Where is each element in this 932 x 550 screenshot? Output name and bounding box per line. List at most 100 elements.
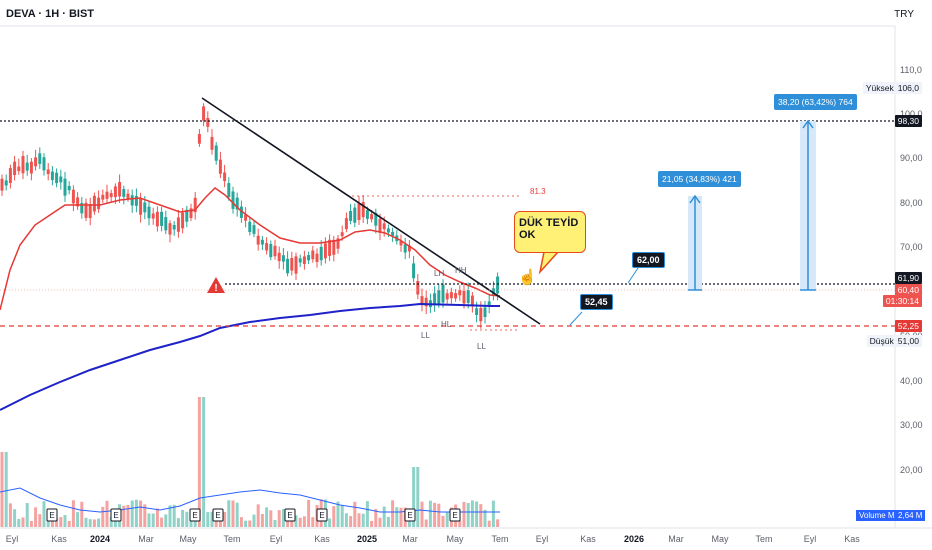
- high-price-label: Yüksek 106,0: [862, 82, 922, 94]
- earnings-marker[interactable]: [284, 508, 296, 522]
- target-52-callout[interactable]: 52,45: [580, 294, 613, 310]
- volume-series: [0, 397, 500, 527]
- symbol-title[interactable]: DEVA · 1H · BIST: [6, 8, 95, 20]
- candle-body: [21, 155, 25, 174]
- y-tick-label: 90,00: [900, 153, 923, 163]
- candle-body: [67, 185, 71, 191]
- currency-label[interactable]: TRY: [894, 9, 914, 20]
- candle-body: [311, 250, 315, 260]
- range-label-1[interactable]: 21,05 (34,83%) 421: [658, 171, 741, 187]
- x-tick-label: Kas: [844, 534, 860, 544]
- volume-bar: [202, 397, 206, 527]
- volume-bar: [374, 509, 378, 527]
- chart-header: DEVA · 1H · BIST TRY: [0, 0, 932, 26]
- candle-body: [386, 228, 390, 233]
- candle-body: [126, 193, 130, 199]
- volume-bar: [311, 517, 315, 527]
- volume-ma-label[interactable]: Volume MA: [856, 510, 903, 521]
- ema-red-line: [0, 187, 501, 311]
- x-tick-label: Eyl: [536, 534, 549, 544]
- x-tick-label: Tem: [491, 534, 508, 544]
- note-box[interactable]: DÜK TEYİD OK: [514, 211, 586, 253]
- candle-body: [92, 195, 96, 212]
- earnings-marker[interactable]: [46, 508, 58, 522]
- earnings-marker[interactable]: [449, 508, 461, 522]
- volume-bar: [185, 511, 189, 527]
- low-price-label: Düşük 51,00: [866, 335, 922, 347]
- volume-bar: [21, 517, 25, 527]
- volume-bar: [412, 467, 416, 527]
- earnings-marker[interactable]: [404, 508, 416, 522]
- candle-body: [344, 218, 348, 230]
- volume-bar: [332, 506, 336, 527]
- volume-bar: [210, 511, 214, 527]
- volume-bar: [353, 501, 357, 527]
- x-tick-label: Eyl: [270, 534, 283, 544]
- volume-bar: [428, 500, 432, 527]
- earnings-marker-label: E: [49, 511, 54, 520]
- volume-bar: [470, 500, 474, 527]
- price-tag-98[interactable]: 98,30: [894, 115, 922, 127]
- target-62-callout[interactable]: 62,00: [632, 252, 665, 268]
- x-tick-label: Mar: [402, 534, 418, 544]
- candle-body: [130, 195, 134, 206]
- earnings-marker[interactable]: [189, 508, 201, 522]
- volume-bar: [0, 452, 4, 527]
- volume-bar: [218, 517, 222, 527]
- candle-body: [416, 281, 420, 295]
- candle-body: [454, 293, 458, 299]
- downtrend-line[interactable]: [201, 97, 541, 325]
- price-tag-61[interactable]: 61,90: [894, 272, 922, 284]
- volume-bar: [84, 517, 88, 527]
- volume-bar: [386, 516, 390, 527]
- candle-body: [412, 263, 416, 279]
- candle-body: [17, 166, 21, 172]
- earnings-marker[interactable]: [110, 508, 122, 522]
- volume-bar: [294, 515, 298, 527]
- range-label-2[interactable]: 38,20 (63,42%) 764: [774, 94, 857, 110]
- volume-bar: [416, 467, 420, 527]
- candle-body: [231, 191, 235, 209]
- candle-body: [139, 198, 143, 215]
- volume-bar: [336, 501, 340, 527]
- volume-bar: [130, 500, 134, 527]
- candle-body: [214, 145, 218, 161]
- warning-icon[interactable]: [207, 277, 225, 293]
- volume-bar: [227, 500, 231, 527]
- candle-body: [223, 172, 227, 182]
- candle-body: [294, 256, 298, 274]
- volume-bar: [496, 519, 500, 527]
- candle-body: [88, 204, 92, 218]
- x-tick-label: Kas: [314, 534, 330, 544]
- earnings-marker[interactable]: [316, 508, 328, 522]
- candle-body: [50, 171, 54, 181]
- label-ll-1: LL: [421, 331, 430, 340]
- x-tick-label: May: [446, 534, 464, 544]
- y-tick-label: 20,00: [900, 465, 923, 475]
- y-tick-label: 30,00: [900, 420, 923, 430]
- earnings-marker-label: E: [287, 511, 292, 520]
- price-tag-52[interactable]: 52,25: [894, 320, 922, 332]
- volume-bar: [248, 520, 252, 527]
- candle-body: [462, 291, 466, 304]
- volume-bar: [441, 515, 445, 527]
- candle-body: [4, 180, 8, 186]
- volume-bar: [462, 501, 466, 527]
- earnings-marker-label: E: [407, 511, 412, 520]
- candle-body: [302, 256, 306, 265]
- candle-body: [470, 295, 474, 307]
- volume-bar: [8, 503, 12, 527]
- candle-body: [185, 209, 189, 222]
- volume-bar: [80, 501, 84, 527]
- candle-body: [336, 238, 340, 249]
- candle-body: [113, 186, 117, 198]
- earnings-marker[interactable]: [212, 508, 224, 522]
- time-scale[interactable]: Eyl Kas 2024 Mar May Tem Eyl Kas 2025 Mar May Tem Ey…: [6, 534, 861, 544]
- volume-bar: [433, 502, 437, 527]
- volume-bar: [302, 516, 306, 527]
- volume-bar: [155, 508, 159, 527]
- candle-body: [328, 239, 332, 256]
- current-price-tag[interactable]: 60,40: [894, 284, 922, 296]
